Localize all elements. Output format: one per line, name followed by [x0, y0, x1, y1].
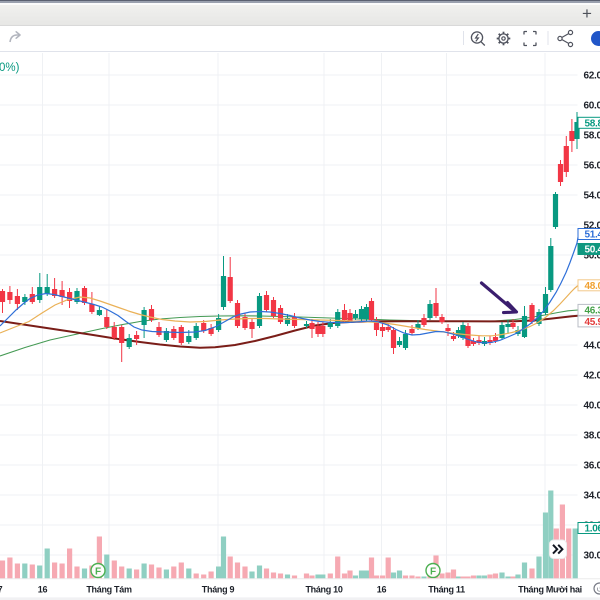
svg-text:Tháng Mười hai: Tháng Mười hai [518, 585, 582, 595]
svg-text:16: 16 [377, 585, 387, 595]
svg-text:40.0: 40.0 [584, 401, 600, 412]
svg-text:50.4: 50.4 [585, 245, 600, 256]
svg-text:42.0: 42.0 [584, 371, 600, 382]
svg-text:58.8: 58.8 [585, 118, 600, 129]
svg-text:F: F [95, 566, 101, 577]
svg-text:48.0: 48.0 [585, 281, 600, 292]
svg-text:46.3: 46.3 [585, 306, 600, 317]
svg-text:Tháng 9: Tháng 9 [202, 585, 235, 595]
svg-text:1.06: 1.06 [585, 524, 600, 535]
svg-text:45.9: 45.9 [585, 317, 600, 328]
svg-text:38.0: 38.0 [584, 431, 600, 442]
svg-text:Tháng 10: Tháng 10 [305, 585, 342, 595]
svg-text:↺: ↺ [596, 585, 600, 594]
svg-text:Tháng 11: Tháng 11 [428, 585, 465, 595]
svg-text:30.0: 30.0 [584, 551, 600, 562]
svg-text:62.0: 62.0 [584, 71, 600, 82]
svg-text:58.0: 58.0 [584, 131, 600, 142]
svg-text:7: 7 [0, 585, 3, 595]
svg-text:36.0: 36.0 [584, 461, 600, 472]
svg-text:F: F [430, 566, 436, 577]
svg-text:34.0: 34.0 [584, 491, 600, 502]
svg-text:60.0: 60.0 [584, 101, 600, 112]
svg-text:51.4: 51.4 [585, 230, 600, 241]
svg-text:16: 16 [38, 585, 48, 595]
svg-text:50.0: 50.0 [584, 251, 600, 262]
svg-text:52.0: 52.0 [584, 221, 600, 232]
svg-text:44.0: 44.0 [584, 341, 600, 352]
svg-text:0%): 0%) [0, 62, 20, 74]
svg-text:Tháng Tám: Tháng Tám [86, 585, 132, 595]
svg-text:56.0: 56.0 [584, 161, 600, 172]
svg-text:54.0: 54.0 [584, 191, 600, 202]
